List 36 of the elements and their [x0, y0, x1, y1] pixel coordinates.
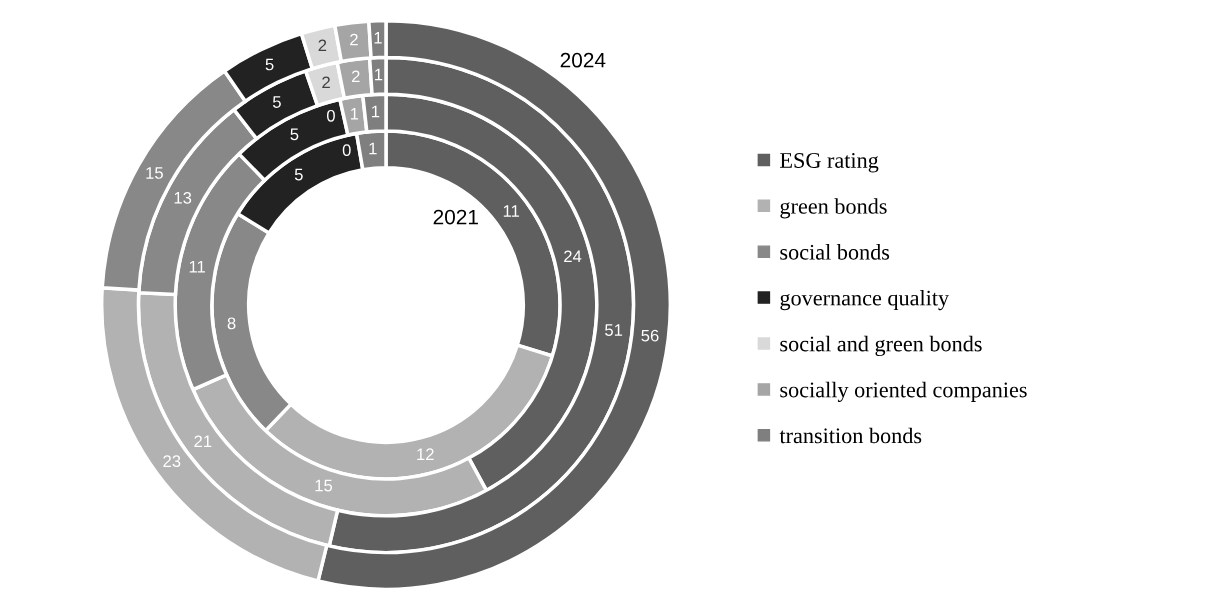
- data-label: 2: [351, 70, 360, 83]
- legend-label: socially oriented companies: [780, 381, 1027, 402]
- slice-label: 2021: [433, 209, 478, 225]
- data-label: 2: [350, 33, 358, 46]
- data-label: 2: [318, 39, 327, 52]
- data-label: 8: [227, 317, 236, 330]
- slice-label: 2024: [560, 52, 606, 68]
- data-label: 5: [272, 96, 281, 108]
- data-label: 11: [189, 260, 205, 273]
- data-label: 5: [265, 58, 274, 71]
- data-label: 13: [174, 191, 192, 204]
- data-label: 21: [194, 435, 212, 448]
- legend-label: green bonds: [780, 198, 887, 219]
- data-label: 1: [350, 108, 359, 120]
- data-label: 2: [322, 76, 330, 89]
- legend-label: ESG rating: [780, 152, 879, 173]
- data-label: 51: [605, 324, 623, 336]
- text: 0: [342, 144, 351, 157]
- data-label: 56: [641, 329, 659, 342]
- data-label: 12: [417, 448, 434, 460]
- legend-label: governance quality: [780, 289, 950, 311]
- data-label: 24: [564, 250, 582, 263]
- legend-label: transition bonds: [779, 427, 922, 444]
- data-label: 15: [146, 167, 163, 179]
- legend-label: social and green bonds: [780, 335, 982, 357]
- text: 0: [326, 109, 335, 122]
- data-label: 5: [294, 168, 303, 181]
- data-label: 1: [375, 68, 383, 81]
- data-label: 1: [374, 32, 382, 44]
- data-label: 1: [369, 142, 377, 155]
- data-label: 15: [315, 479, 333, 492]
- data-label: 23: [163, 455, 181, 468]
- data-label: 11: [503, 205, 520, 217]
- data-label: 5: [290, 128, 299, 141]
- data-label: 1: [372, 105, 380, 118]
- legend-label: social bonds: [780, 244, 890, 260]
